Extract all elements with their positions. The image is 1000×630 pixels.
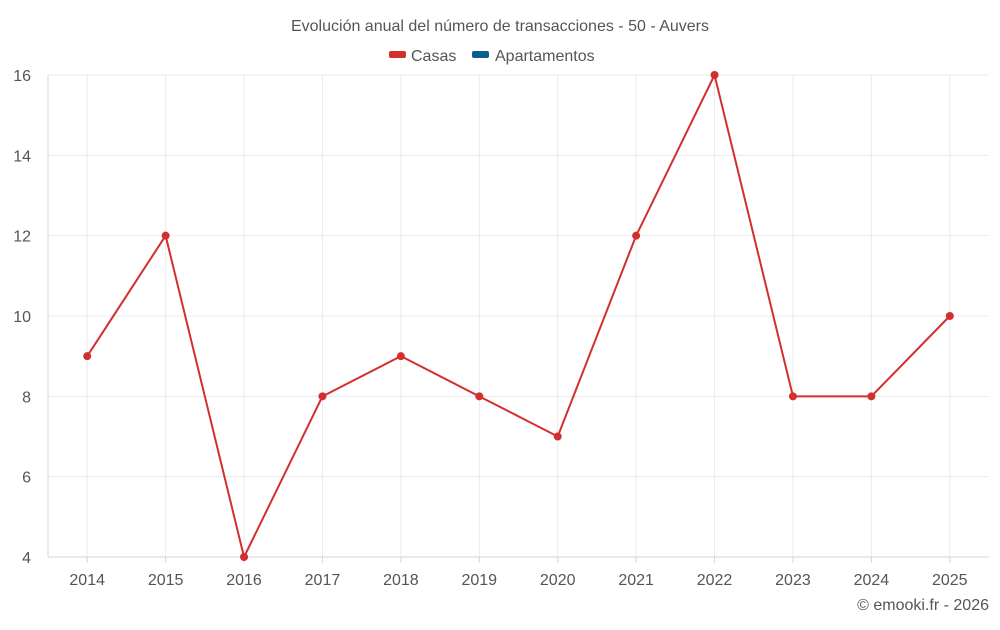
y-tick-label: 14 — [13, 148, 31, 165]
x-tick-label: 2024 — [854, 572, 890, 589]
series-line-casas — [86, 74, 951, 558]
x-tick-label: 2021 — [618, 572, 654, 589]
data-point[interactable] — [788, 392, 797, 401]
y-tick-label: 10 — [13, 309, 31, 326]
data-point[interactable] — [318, 392, 327, 401]
data-point[interactable] — [710, 71, 719, 79]
x-tick-label: 2014 — [69, 572, 105, 589]
series — [83, 71, 954, 561]
x-tick-label: 2017 — [305, 572, 341, 589]
y-tick-label: 12 — [13, 229, 31, 246]
x-tick-label: 2018 — [383, 572, 419, 589]
data-point[interactable] — [553, 432, 562, 441]
x-tick-label: 2020 — [540, 572, 576, 589]
x-tick-label: 2019 — [461, 572, 497, 589]
x-tick-label: 2016 — [226, 572, 262, 589]
data-point[interactable] — [83, 352, 92, 361]
y-tick-label: 4 — [22, 550, 31, 567]
y-tick-label: 6 — [22, 470, 31, 487]
x-tick-label: 2023 — [775, 572, 811, 589]
credit-text[interactable]: © emooki.fr - 2026 — [857, 597, 989, 614]
data-point[interactable] — [475, 392, 484, 401]
x-tick-label: 2022 — [697, 572, 733, 589]
legend-swatch-apartamentos — [472, 51, 489, 58]
legend: Casas Apartamentos — [389, 48, 595, 65]
data-point[interactable] — [867, 392, 876, 401]
axes: 4 6 8 10 12 14 16 2014 2015 2016 2017 2018 2019 2020 2… — [13, 68, 989, 589]
x-tick-label: 2015 — [148, 572, 184, 589]
legend-swatch-casas — [389, 51, 406, 58]
data-point[interactable] — [945, 312, 954, 320]
y-tick-label: 8 — [22, 389, 31, 406]
legend-label-apartamentos[interactable]: Apartamentos — [495, 48, 595, 65]
legend-label-casas[interactable]: Casas — [411, 48, 456, 65]
data-point[interactable] — [396, 352, 405, 361]
data-point[interactable] — [240, 553, 249, 561]
grid — [48, 74, 989, 557]
chart-title: Evolución anual del número de transaccio… — [291, 18, 709, 35]
data-point[interactable] — [161, 231, 170, 240]
x-tick-label: 2025 — [932, 572, 968, 589]
y-tick-label: 16 — [13, 68, 31, 85]
data-point[interactable] — [632, 231, 641, 240]
